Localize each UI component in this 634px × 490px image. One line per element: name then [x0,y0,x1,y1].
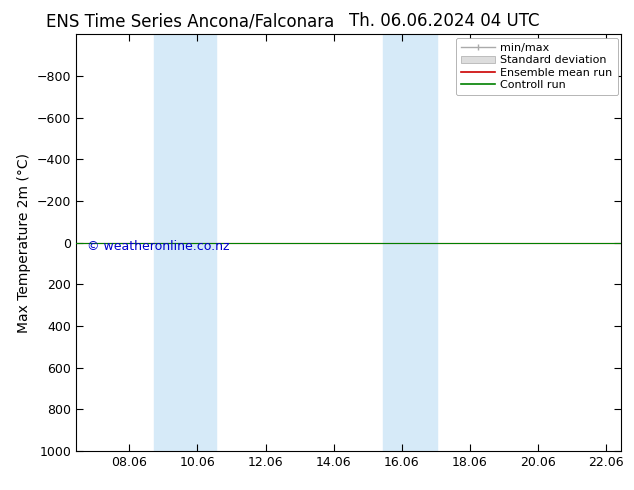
Bar [155,34,216,451]
Bar [383,34,437,451]
Text: Th. 06.06.2024 04 UTC: Th. 06.06.2024 04 UTC [349,12,539,30]
Y-axis label: Max Temperature 2m (°C): Max Temperature 2m (°C) [17,152,31,333]
Legend: min/max, Standard deviation, Ensemble mean run, Controll run: min/max, Standard deviation, Ensemble me… [456,38,618,96]
Text: © weatheronline.co.nz: © weatheronline.co.nz [87,241,230,253]
Text: ENS Time Series Ancona/Falconara: ENS Time Series Ancona/Falconara [46,12,334,30]
